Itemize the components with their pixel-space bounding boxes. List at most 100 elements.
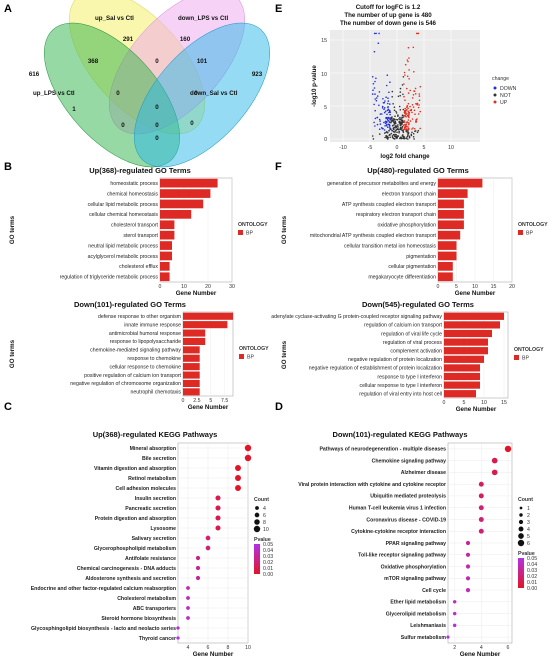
volcano-point <box>408 69 410 71</box>
volcano-point <box>372 89 374 91</box>
volcano-point <box>399 91 402 93</box>
volcano-point <box>389 103 391 105</box>
size-legend-label: 2 <box>527 513 530 519</box>
x-tick-label: 0 <box>443 400 446 406</box>
volcano-point <box>390 121 392 123</box>
volcano-point <box>418 93 421 95</box>
volcano-point <box>374 109 377 112</box>
volcano-point <box>418 95 421 97</box>
category-label: Retinol metabolism <box>128 476 176 482</box>
volcano-point <box>387 106 389 109</box>
volcano-point <box>402 76 405 78</box>
volcano-point <box>383 129 386 131</box>
volcano-legend-dot <box>493 86 497 90</box>
volcano-point <box>384 122 387 125</box>
volcano-point <box>410 134 413 137</box>
volcano-point <box>408 135 411 138</box>
bar-chart-B-down: Down(101)-regulated GO Terms 0 2.5 5 7.5 defe… <box>9 300 269 411</box>
volcano-point <box>389 111 392 114</box>
venn-count: 0 <box>121 122 125 129</box>
volcano-point <box>408 136 411 139</box>
x-tick-label: 20 <box>509 284 515 290</box>
bar <box>160 251 172 261</box>
volcano-point <box>398 118 400 120</box>
bar <box>438 189 468 198</box>
volcano-point <box>373 32 376 35</box>
volcano-point <box>402 131 405 134</box>
volcano-point <box>403 71 406 74</box>
volcano-point <box>386 118 389 121</box>
size-legend-dot <box>518 519 524 525</box>
category-label: response to chemokine <box>127 356 181 362</box>
venn-count: 0 <box>194 90 198 97</box>
dot <box>465 552 471 557</box>
x-tick-label: 5 <box>209 398 212 404</box>
size-legend-label: 3 <box>527 520 530 526</box>
legend-title: ONTOLOGY <box>518 222 548 228</box>
volcano-point <box>376 123 379 126</box>
volcano-point <box>381 105 384 108</box>
volcano-point <box>412 94 415 96</box>
volcano-point <box>400 137 403 139</box>
size-legend-label: 6 <box>263 513 266 519</box>
volcano-point <box>404 107 407 110</box>
legend-label: BP <box>522 356 529 362</box>
volcano-point <box>406 136 409 138</box>
category-label: Bile secretion <box>142 456 176 462</box>
volcano-point <box>375 97 378 99</box>
category-label: Antifolate resistance <box>125 556 176 562</box>
volcano-point <box>414 93 417 95</box>
volcano-point <box>379 120 381 122</box>
category-label: antimicrobial humoral response <box>109 331 181 337</box>
volcano-point <box>407 112 410 114</box>
color-legend-label: 0.03 <box>527 568 537 574</box>
volcano-point <box>410 108 413 111</box>
venn-count: 160 <box>180 36 191 43</box>
category-label: regulation of calcium ion transport <box>364 323 442 329</box>
x-tick-label: 0 <box>437 284 440 290</box>
volcano-point <box>373 50 376 53</box>
volcano-point <box>385 124 388 127</box>
volcano-point <box>387 126 389 128</box>
category-label: Ether lipid metabolism <box>390 600 446 606</box>
x-tick-label: 10 <box>472 284 478 290</box>
dot <box>478 493 484 499</box>
volcano-point <box>406 131 409 133</box>
volcano-point <box>381 107 384 109</box>
volcano-point <box>402 93 404 96</box>
category-label: Coronavirus disease - COVID-19 <box>366 517 446 523</box>
dot <box>215 515 221 521</box>
volcano-plot: Cutoff for logFC is 1.2 The number of up… <box>311 4 517 160</box>
volcano-point <box>407 138 409 140</box>
volcano-point <box>385 131 387 134</box>
volcano-point <box>403 121 406 124</box>
volcano-point <box>396 137 398 140</box>
volcano-point <box>385 96 387 98</box>
x-axis-label: Gene Number <box>456 406 497 413</box>
volcano-point <box>371 135 374 137</box>
category-label: Endocrine and other factor-regulated cal… <box>31 586 176 592</box>
panel-label-c: C <box>4 401 12 413</box>
chart-title: Up(368)-regulated GO Terms <box>89 166 191 175</box>
x-tick-label: 4 <box>187 645 190 651</box>
volcano-point <box>404 123 406 126</box>
x-axis-label: Gene Number <box>188 404 229 411</box>
panel-label-a: A <box>4 3 12 15</box>
category-label: positive regulation of calcium ion trans… <box>84 373 181 379</box>
y-axis-label: GO terms <box>281 215 288 244</box>
volcano-point <box>388 124 391 126</box>
y-axis-label: GO terms <box>281 340 288 369</box>
volcano-point <box>386 121 388 123</box>
volcano-point <box>412 136 415 138</box>
volcano-point <box>402 137 404 139</box>
x-tick-label: 10 <box>245 645 251 651</box>
volcano-point <box>413 71 415 73</box>
chart-title: Up(480)-regulated GO Terms <box>367 166 469 175</box>
volcano-point <box>393 126 396 129</box>
bar <box>160 178 218 188</box>
volcano-legend-title: change <box>492 76 509 82</box>
category-label: Glycerophospholipid metabolism <box>94 546 177 552</box>
category-label: chemical homeostasis <box>107 191 158 197</box>
color-legend-label: 0.02 <box>263 560 273 566</box>
category-label: respiratory electron transport chain <box>356 212 436 218</box>
